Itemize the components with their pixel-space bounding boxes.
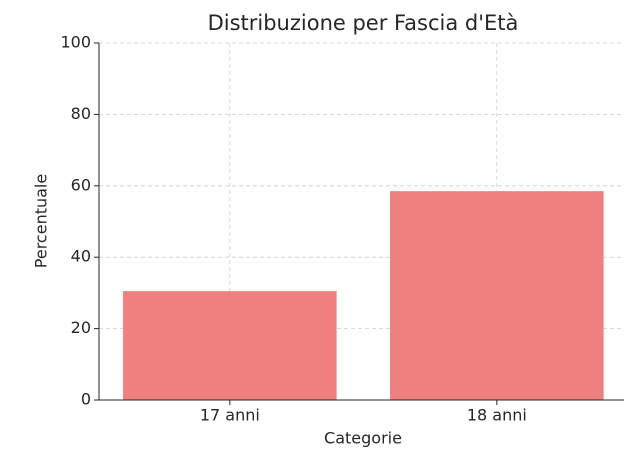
y-tick-label: 20 [71,318,91,337]
bar [390,191,604,400]
y-tick-label: 40 [71,247,91,266]
x-tick-label: 18 anni [467,406,527,425]
x-axis-label: Categorie [324,429,402,448]
x-tick-label: 17 anni [200,406,260,425]
y-tick-label: 80 [71,104,91,123]
bar [123,291,337,400]
y-tick-label: 60 [71,175,91,194]
y-tick-label: 100 [60,33,91,52]
y-tick-label: 0 [81,390,91,409]
chart-title: Distribuzione per Fascia d'Età [208,11,519,35]
y-axis-label: Percentuale [32,174,51,268]
